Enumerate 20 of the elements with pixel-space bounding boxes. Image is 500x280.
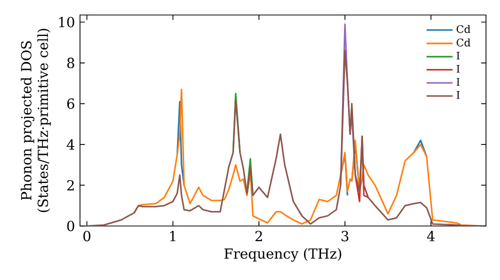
x-tick-label: 0 bbox=[83, 230, 90, 242]
x-tick-label: 3 bbox=[342, 230, 348, 242]
line-series bbox=[86, 50, 484, 226]
y-tick-label: 4 bbox=[66, 139, 74, 150]
x-tick-label: 4 bbox=[426, 230, 435, 242]
y-tick-label: 10 bbox=[59, 16, 74, 28]
legend-label: Cd bbox=[456, 38, 470, 46]
y-tick-label: 6 bbox=[67, 98, 74, 109]
legend-label: I bbox=[456, 91, 460, 99]
y-tick-label: 8 bbox=[67, 58, 74, 68]
y-tick-label: 2 bbox=[67, 180, 74, 190]
legend-label: I bbox=[456, 52, 460, 60]
y-axis-title: Phonon projected DOS (States/THz·primitive cell) bbox=[20, 28, 51, 212]
x-tick-label: 2 bbox=[255, 230, 262, 242]
legend-label: I bbox=[456, 78, 460, 86]
y-tick-label: 0 bbox=[67, 220, 74, 232]
x-axis-title: Frequency (THz) bbox=[224, 248, 342, 262]
x-tick-label: 1 bbox=[170, 230, 176, 242]
legend-label: I bbox=[456, 64, 460, 73]
legend-label: Cd bbox=[456, 25, 470, 34]
